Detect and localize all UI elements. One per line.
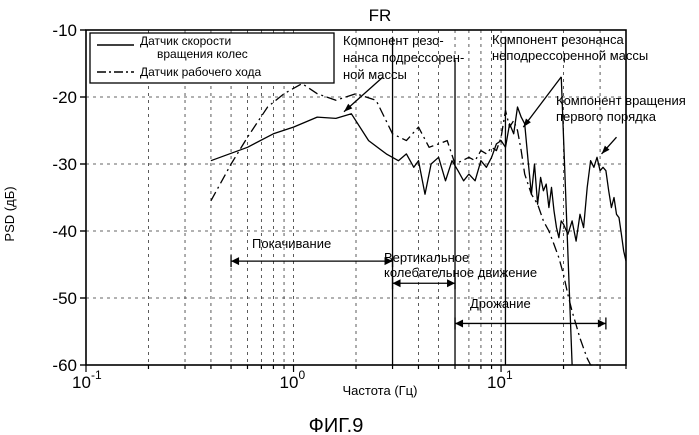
x-tick-exponent: -1 [91,368,102,382]
y-tick-label: -10 [52,21,77,40]
y-axis-label: PSD (дБ) [2,186,17,241]
sprung-leader [344,77,383,112]
band-annotations [231,37,616,365]
annotation-first-order: Компонент вращенияпервого порядка [556,93,686,124]
annotation-jitter: Дрожание [470,296,531,311]
x-tick-base: 10 [72,373,91,392]
jitter-band [455,317,606,329]
arrow-head-left [393,279,401,287]
figure-caption: ФИГ.9 [309,415,364,435]
rolling-band [231,255,392,267]
annotation-jitter-line: Дрожание [470,296,531,311]
x-tick-exponent: 1 [506,368,513,382]
annotation-vertical: Вертикальноеколебательное движение [384,250,537,280]
annotation-vertical-line: колебательное движение [384,265,537,280]
arrow-head-left [455,319,463,327]
arrow-head-left [231,257,239,265]
annotation-sprung-mass-line: ной массы [343,67,407,82]
x-tick-base: 10 [280,373,299,392]
annotation-unsprung-mass: Компонент резонансанеподрессоренной масс… [492,32,648,63]
annotation-sprung-mass-line: нанса подрессорен- [343,50,464,65]
annotation-unsprung-mass-line: Компонент резонанса [492,32,624,47]
legend: Датчик скоростивращения колес Датчик рабо… [90,33,334,83]
chart-title: FR [369,6,392,25]
annotation-first-order-line: Компонент вращения [556,93,686,108]
x-axis-label: Частота (Гц) [343,383,418,398]
annotation-sprung-mass-line: Компонент резо- [343,33,444,48]
y-tick-label: -40 [52,222,77,241]
y-tick-label: -20 [52,88,77,107]
x-tick-label: 100 [280,368,306,392]
x-tick-exponent: 0 [299,368,306,382]
arrow-head-right [447,279,455,287]
series-line-2 [211,84,600,365]
annotation-vertical-line: Вертикальное [384,250,469,265]
y-tick-label: -30 [52,155,77,174]
annotation-rolling: Покачивание [252,236,331,251]
annotation-first-order-line: первого порядка [556,109,657,124]
arrow-head-right [598,319,606,327]
annotation-unsprung-mass-line: неподрессоренной массы [492,48,648,63]
x-tick-label: 101 [487,368,513,392]
legend-label-1-line: вращения колес [157,47,248,61]
x-tick-base: 10 [487,373,506,392]
first-order-leader [602,137,617,154]
legend-label-2: Датчик рабочего хода [140,65,262,79]
legend-label-1-line: Датчик скорости [140,34,231,48]
y-tick-label: -50 [52,289,77,308]
y-axis-ticks: -10-20-30-40-50-60 [52,21,86,375]
annotation-rolling-line: Покачивание [252,236,331,251]
annotation-sprung-mass: Компонент резо-нанса подрессорен-ной мас… [343,33,464,82]
